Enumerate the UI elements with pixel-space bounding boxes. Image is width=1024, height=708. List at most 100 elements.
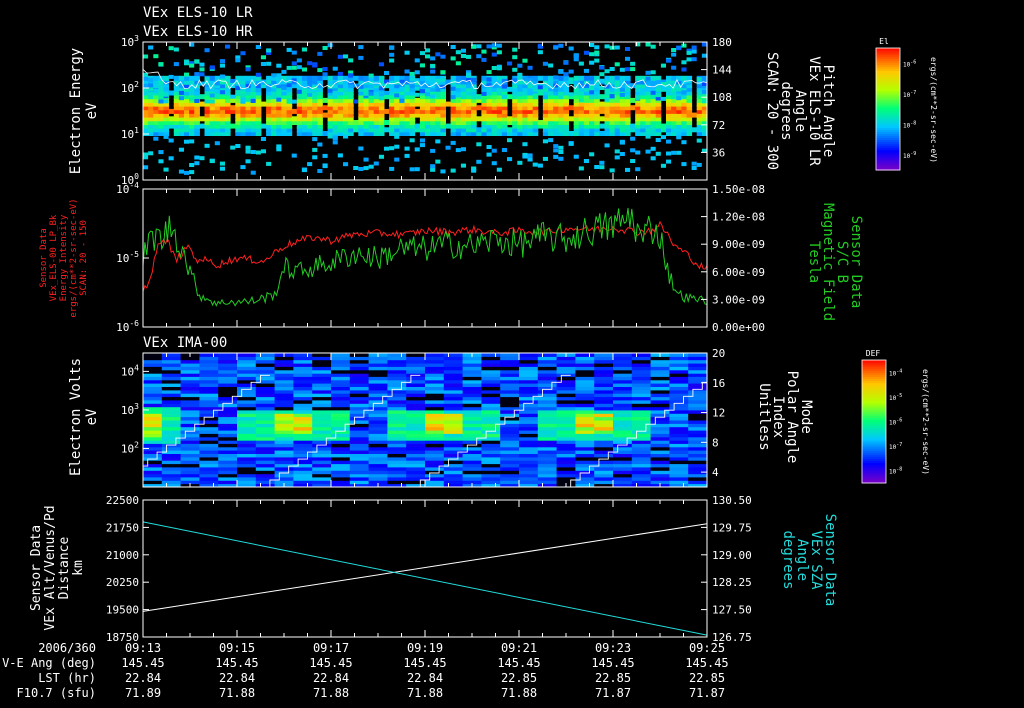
ima-pixel <box>199 470 219 475</box>
ima-pixel <box>556 453 576 458</box>
els-pixel <box>491 79 498 85</box>
els-pixel <box>563 123 569 129</box>
ima-pixel <box>462 366 482 371</box>
colorbar2-tick: 10-6 <box>889 418 902 427</box>
els-pixel <box>583 86 590 92</box>
els-pixel <box>153 94 159 100</box>
els-pixel <box>358 79 364 85</box>
els-pixel <box>312 147 318 152</box>
ima-pixel <box>500 396 520 401</box>
ima-pixel <box>161 366 182 371</box>
els-pixel <box>486 105 493 111</box>
els-pixel <box>348 70 354 75</box>
els-pixel <box>178 108 185 114</box>
ima-pixel <box>613 436 633 441</box>
ima-pixel <box>161 430 182 434</box>
els-pixel <box>681 75 687 81</box>
els-pixel <box>189 79 195 85</box>
els-pixel <box>332 123 339 129</box>
els-pixel <box>245 159 251 164</box>
ephemeris-value: 145.45 <box>497 656 540 670</box>
els-pixel <box>214 108 221 114</box>
ima-pixel <box>688 399 708 404</box>
ima-pixel <box>237 450 257 454</box>
els-pixel <box>496 105 503 111</box>
els-pixel <box>460 90 467 96</box>
ima-pixel <box>594 406 614 411</box>
els-pixel <box>199 123 205 129</box>
els-pixel <box>625 47 631 51</box>
els-pixel <box>307 116 313 122</box>
ima-pixel <box>631 456 652 461</box>
ephemeris-value: 71.89 <box>125 686 161 700</box>
els-pixel <box>625 112 631 118</box>
ima-pixel <box>462 393 482 398</box>
ima-pixel <box>650 460 670 465</box>
els-pixel <box>389 116 395 122</box>
els-pixel <box>225 79 231 85</box>
ima-pixel <box>218 480 238 485</box>
els-pixel <box>194 108 200 114</box>
els-pixel <box>491 101 498 107</box>
ima-pixel <box>349 453 370 458</box>
els-pixel <box>209 120 216 125</box>
els-pixel <box>696 162 702 167</box>
els-pixel <box>378 96 384 101</box>
els-pixel <box>235 94 241 100</box>
ima-pixel <box>293 389 313 394</box>
ima-pixel <box>631 480 652 485</box>
els-pixel <box>471 101 477 107</box>
ima-pixel <box>669 430 689 434</box>
els-pixel <box>619 108 626 114</box>
colorbar1-swatch <box>876 163 900 167</box>
els-pixel <box>522 97 528 103</box>
ima-pixel <box>218 440 238 444</box>
els-pixel <box>343 101 349 107</box>
ima-pixel <box>143 393 163 398</box>
els-pixel <box>245 123 252 129</box>
els-pixel <box>143 116 149 122</box>
ima-pixel <box>537 480 558 485</box>
ima-pixel <box>406 443 426 448</box>
colorbar1-swatch <box>876 121 900 124</box>
ima-pixel <box>481 456 501 461</box>
els-pixel <box>348 131 354 136</box>
els-pixel <box>701 90 707 94</box>
els-pixel <box>409 120 416 125</box>
colorbar1-swatch <box>876 129 900 132</box>
els-pixel <box>650 97 657 103</box>
els-pixel <box>204 91 210 96</box>
els-pixel <box>363 78 369 83</box>
els-pixel <box>327 116 334 122</box>
els-pixel <box>332 86 339 92</box>
els-pixel <box>640 83 646 89</box>
panel4-ylabel-line1: Sensor Data <box>29 525 44 611</box>
ima-pixel <box>349 440 370 444</box>
ima-pixel <box>650 413 670 418</box>
ima-pixel <box>425 353 445 357</box>
ima-pixel <box>349 430 370 434</box>
els-pixel <box>143 112 149 118</box>
els-pixel <box>255 84 261 88</box>
ima-pixel <box>650 426 670 431</box>
els-pixel <box>384 127 390 133</box>
els-pixel <box>496 97 503 103</box>
ima-pixel <box>594 473 614 478</box>
els-pixel <box>281 94 287 100</box>
els-pixel <box>163 167 169 172</box>
panel1-y2label-line4: degrees <box>778 81 794 140</box>
ima-pixel <box>218 356 238 361</box>
els-pixel <box>558 150 564 154</box>
ima-pixel <box>688 423 708 428</box>
els-pixel <box>419 131 426 136</box>
ima-pixel <box>161 433 182 438</box>
ima-pixel <box>161 476 182 481</box>
els-pixel <box>542 61 548 66</box>
els-pixel <box>158 99 164 104</box>
els-pixel <box>307 61 313 66</box>
ima-pixel <box>368 363 388 367</box>
els-pixel <box>460 108 467 114</box>
ima-pixel <box>368 433 388 438</box>
els-pixel <box>409 108 416 114</box>
